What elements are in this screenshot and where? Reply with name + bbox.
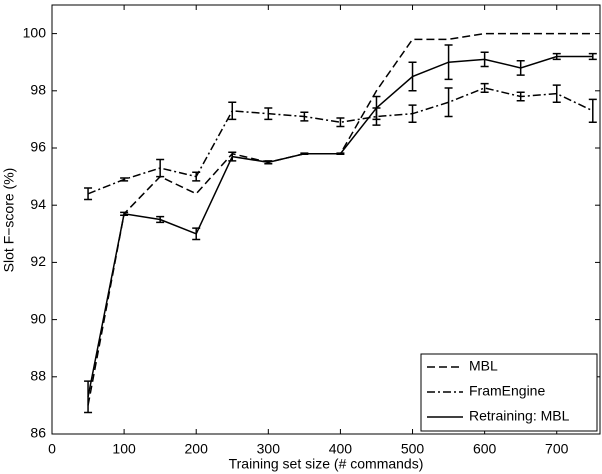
y-tick-label: 100 <box>23 24 47 40</box>
error-bar <box>552 84 561 103</box>
legend-label: Retraining: MBL <box>469 408 570 424</box>
series-line <box>87 55 593 397</box>
error-bar <box>444 87 453 118</box>
error-bar <box>480 51 489 68</box>
y-tick-label: 92 <box>30 253 46 269</box>
x-tick-label: 500 <box>401 441 425 457</box>
x-tick-label: 600 <box>473 441 497 457</box>
series-line <box>87 32 593 406</box>
error-bar <box>516 60 525 76</box>
legend-label: MBL <box>469 358 498 374</box>
series-line <box>87 87 594 195</box>
error-bar <box>480 82 489 93</box>
y-tick-label: 86 <box>30 425 46 441</box>
error-bar <box>552 52 561 61</box>
y-axis-label: Slot F−score (%) <box>1 168 17 273</box>
plot-frame <box>51 4 601 435</box>
legend-label: FramEngine <box>469 383 545 399</box>
x-tick-label: 700 <box>545 441 569 457</box>
error-bar <box>84 380 93 414</box>
x-tick-label: 0 <box>48 441 56 457</box>
error-bar <box>228 151 237 162</box>
x-tick-label: 100 <box>112 441 136 457</box>
error-bar <box>192 227 201 241</box>
error-bar <box>336 152 345 156</box>
error-bar <box>120 211 129 216</box>
error-bar <box>372 95 381 121</box>
error-bar <box>156 158 165 178</box>
error-bar <box>300 152 309 156</box>
x-axis-label: Training set size (# commands) <box>229 456 424 472</box>
error-bar <box>408 104 417 124</box>
error-bar <box>264 160 273 165</box>
error-bar <box>408 61 417 92</box>
x-tick-label: 200 <box>185 441 209 457</box>
error-bar <box>516 91 525 102</box>
error-bar <box>336 117 345 128</box>
y-tick-label: 98 <box>30 82 46 98</box>
x-tick-label: 400 <box>329 441 353 457</box>
error-bar <box>156 215 165 224</box>
error-bar <box>120 177 129 182</box>
error-bar <box>264 107 273 121</box>
error-bar <box>228 101 237 121</box>
error-bar <box>588 98 597 124</box>
x-tick-label: 300 <box>257 441 281 457</box>
error-bar <box>300 111 309 122</box>
error-bar <box>84 187 93 201</box>
error-bar <box>588 52 597 61</box>
y-tick-label: 90 <box>30 310 46 326</box>
y-tick-label: 94 <box>30 196 46 212</box>
y-tick-label: 96 <box>30 139 46 155</box>
error-bar <box>444 44 453 81</box>
y-tick-label: 88 <box>30 368 46 384</box>
error-bar <box>192 171 201 182</box>
